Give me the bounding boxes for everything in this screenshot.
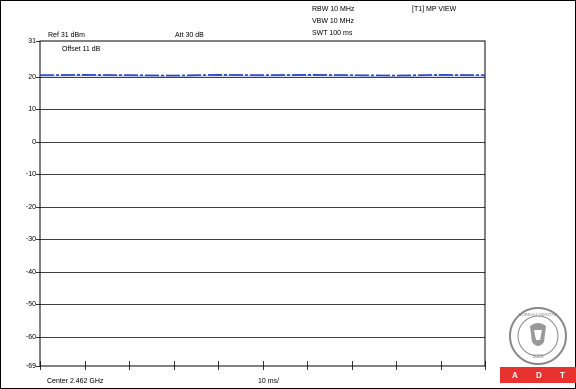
badge-letter-d: D: [536, 371, 542, 380]
y-tick-label: -40: [25, 268, 36, 276]
adt-badge: A D T: [500, 367, 576, 383]
y-tick-label: 10: [28, 105, 36, 113]
y-tick-label: -60: [25, 333, 36, 341]
attenuation-label: Att 30 dB: [175, 32, 204, 39]
badge-letter-t: T: [560, 371, 565, 380]
y-tick-label: -10: [25, 170, 36, 178]
y-tick-label: 20: [28, 73, 36, 81]
y-tick-label: -30: [25, 235, 36, 243]
offset-label: Offset 11 dB: [62, 46, 101, 53]
ref-level-label: Ref 31 dBm: [48, 32, 85, 39]
sweep-time-label: SWT 100 ms: [312, 30, 353, 37]
y-tick-label: -50: [25, 300, 36, 308]
trace-line-overlay: [39, 75, 486, 77]
y-tick-label: 31: [28, 37, 36, 45]
logo-year: 1828: [532, 354, 543, 360]
trace-line: [39, 73, 486, 77]
vbw-label: VBW 10 MHz: [312, 18, 355, 25]
time-per-division-label: 10 ms/: [258, 378, 280, 385]
trace-mode-label: [T1] MP VIEW: [412, 6, 457, 13]
plot-border: [39, 40, 486, 367]
rbw-label: RBW 10 MHz: [312, 6, 355, 13]
badge-letter-a: A: [512, 371, 518, 380]
bureau-veritas-seal-icon: 1828 BUREAU VERITAS: [509, 307, 567, 365]
y-tick-label: -20: [25, 203, 36, 211]
y-tick-label: -69: [25, 362, 36, 370]
center-frequency-label: Center 2.462 GHz: [47, 378, 104, 385]
logo-text: BUREAU VERITAS: [519, 312, 558, 317]
y-tick-label: 0: [32, 138, 36, 146]
